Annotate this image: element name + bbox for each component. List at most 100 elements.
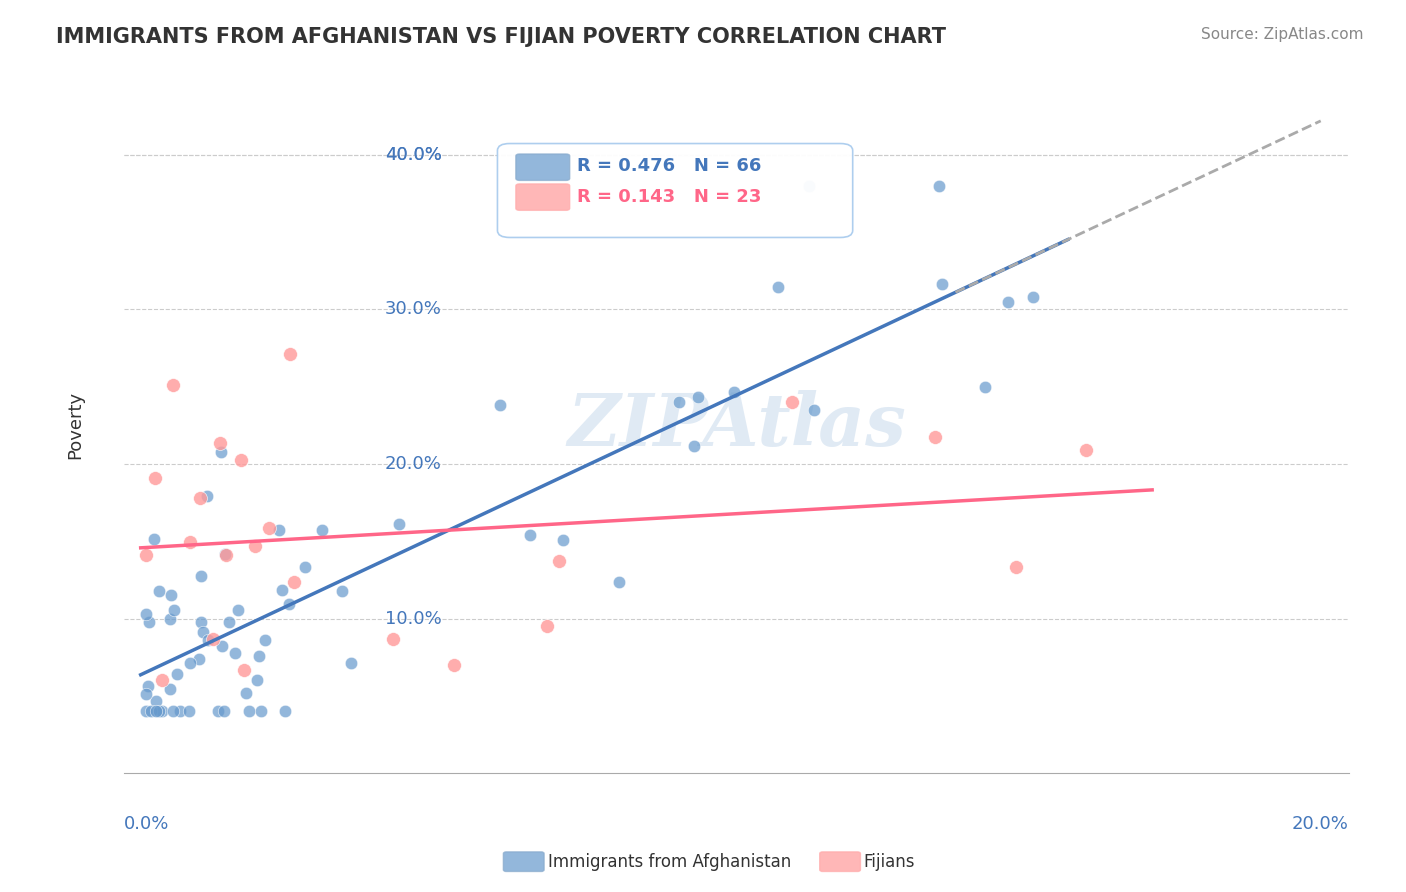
Point — [179, 656, 201, 670]
Point — [138, 679, 160, 693]
Point — [931, 277, 953, 292]
FancyBboxPatch shape — [516, 184, 569, 211]
Point — [232, 663, 254, 677]
Point — [179, 535, 201, 549]
Text: R = 0.476   N = 66: R = 0.476 N = 66 — [576, 158, 762, 176]
Point — [212, 704, 235, 718]
Point — [142, 533, 165, 547]
Point — [150, 673, 173, 688]
Point — [238, 704, 260, 718]
Point — [162, 704, 184, 718]
Point — [997, 294, 1019, 309]
Point — [159, 612, 181, 626]
Point — [243, 539, 266, 553]
Point — [443, 658, 465, 673]
Text: Immigrants from Afghanistan: Immigrants from Afghanistan — [548, 853, 792, 871]
Point — [536, 619, 558, 633]
Text: R = 0.143   N = 23: R = 0.143 N = 23 — [576, 188, 762, 206]
Point — [190, 568, 212, 582]
Point — [246, 673, 269, 687]
Point — [547, 554, 569, 568]
Point — [519, 527, 541, 541]
Point — [274, 704, 297, 718]
Point — [607, 574, 630, 589]
Point — [197, 633, 219, 648]
Text: Source: ZipAtlas.com: Source: ZipAtlas.com — [1201, 27, 1364, 42]
Text: IMMIGRANTS FROM AFGHANISTAN VS FIJIAN POVERTY CORRELATION CHART: IMMIGRANTS FROM AFGHANISTAN VS FIJIAN PO… — [56, 27, 946, 46]
Point — [799, 178, 821, 193]
Point — [974, 380, 997, 394]
Point — [195, 489, 218, 503]
Text: 10.0%: 10.0% — [385, 609, 441, 628]
Point — [283, 574, 305, 589]
Point — [145, 694, 167, 708]
Text: 40.0%: 40.0% — [385, 145, 441, 164]
Point — [278, 597, 301, 611]
Point — [209, 436, 232, 450]
Point — [294, 560, 316, 574]
Point — [143, 471, 166, 485]
Point — [218, 615, 240, 630]
Point — [1005, 560, 1028, 574]
Point — [382, 632, 405, 646]
Text: ZIPAtlas: ZIPAtlas — [567, 390, 905, 461]
Point — [226, 603, 249, 617]
Point — [1074, 442, 1097, 457]
Point — [803, 403, 825, 417]
Text: 0.0%: 0.0% — [124, 815, 169, 833]
Point — [668, 395, 690, 409]
Point — [332, 583, 354, 598]
Point — [211, 640, 233, 654]
Point — [169, 704, 191, 718]
Point — [207, 704, 229, 718]
Point — [202, 632, 225, 646]
Point — [160, 588, 183, 602]
Point — [766, 279, 789, 293]
Point — [148, 583, 170, 598]
Point — [489, 399, 512, 413]
Point — [250, 704, 273, 718]
Point — [924, 430, 946, 444]
Point — [688, 390, 710, 404]
Point — [139, 704, 162, 718]
Text: 40.0%: 40.0% — [385, 145, 441, 164]
Point — [163, 603, 186, 617]
Point — [780, 395, 803, 409]
Point — [135, 688, 157, 702]
Text: 20.0%: 20.0% — [1292, 815, 1348, 833]
Point — [311, 523, 333, 537]
Point — [928, 178, 950, 193]
Point — [215, 549, 238, 563]
Text: 20.0%: 20.0% — [385, 455, 441, 473]
Point — [148, 704, 170, 718]
Point — [177, 704, 200, 718]
Point — [191, 625, 214, 640]
Point — [682, 439, 704, 453]
Point — [145, 704, 167, 718]
Text: Fijians: Fijians — [863, 853, 915, 871]
Point — [224, 647, 246, 661]
Point — [1022, 290, 1045, 304]
Point — [209, 445, 232, 459]
Point — [723, 384, 745, 399]
Point — [214, 547, 236, 561]
Point — [166, 667, 188, 681]
Point — [190, 491, 212, 505]
Point — [388, 516, 411, 531]
Point — [150, 704, 173, 718]
Point — [135, 704, 157, 718]
Point — [162, 378, 184, 392]
Point — [247, 648, 270, 663]
Point — [138, 615, 160, 629]
Point — [159, 682, 181, 697]
Point — [135, 607, 157, 621]
Point — [270, 583, 292, 598]
Point — [340, 656, 363, 670]
Point — [257, 521, 280, 535]
Point — [135, 548, 157, 562]
Text: Poverty: Poverty — [66, 392, 84, 459]
FancyBboxPatch shape — [516, 154, 569, 180]
Point — [267, 524, 290, 538]
FancyBboxPatch shape — [498, 144, 852, 237]
Point — [187, 652, 209, 666]
